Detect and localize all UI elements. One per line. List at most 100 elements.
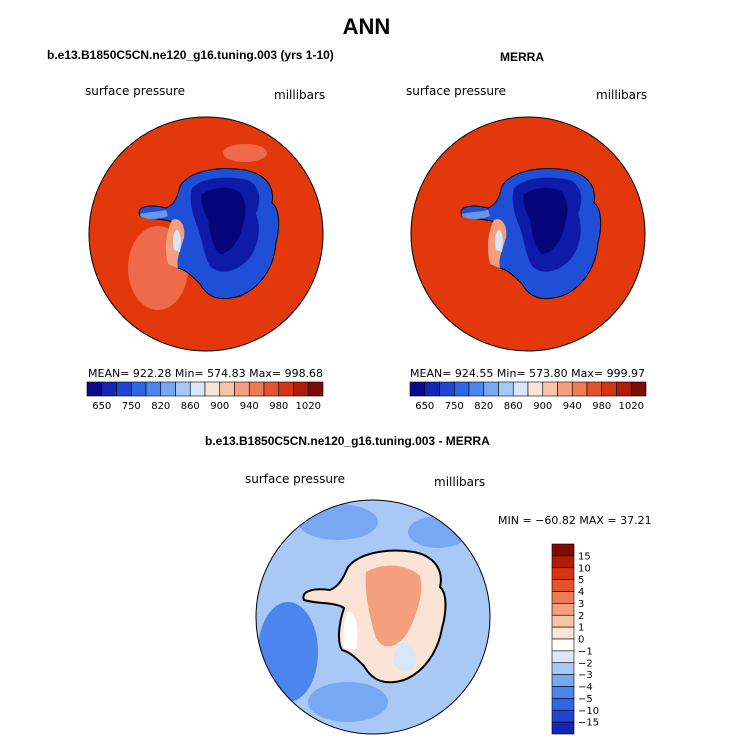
panel-3-title: b.e13.B1850C5CN.ne120_g16.tuning.003 - M… — [205, 434, 490, 448]
colorbar-swatch — [551, 650, 575, 664]
antarctica-field — [302, 549, 447, 684]
colorbar-swatch — [424, 381, 440, 397]
colorbar-tick-label: 1020 — [296, 401, 321, 412]
colorbar-tick-label: 940 — [563, 401, 582, 412]
colorbar-tick-label: −2 — [578, 658, 593, 669]
colorbar-tick-label: 900 — [210, 401, 229, 412]
colorbar-tick-label: −4 — [578, 682, 593, 693]
colorbar-tick-label: 1020 — [619, 401, 644, 412]
panel-3-variable-label: surface pressure — [245, 472, 345, 486]
panel-3-stats: MIN = −60.82 MAX = 37.21 — [498, 514, 652, 527]
antarctica-field — [138, 168, 280, 300]
colorbar-swatch — [551, 567, 575, 580]
colorbar-swatch — [234, 381, 250, 397]
panel-1-colorbar: 650 750 820 860 900 940 980 1020 — [86, 381, 324, 412]
colorbar-tick-label: 750 — [445, 401, 464, 412]
colorbar-tick-label: 4 — [578, 587, 584, 598]
colorbar-swatch — [551, 674, 575, 687]
colorbar-tick-label: 980 — [592, 401, 611, 412]
panel-2-colorbar: 650 750 820 860 900 940 980 1020 — [409, 381, 647, 412]
colorbar-swatch — [512, 381, 529, 397]
colorbar-swatch — [551, 614, 575, 628]
colorbar-swatch — [601, 381, 617, 397]
panel-2-stats: MEAN= 924.55 Min= 573.80 Max= 999.97 — [410, 367, 646, 380]
field-anomaly-ne — [223, 144, 267, 162]
colorbar-swatch — [586, 381, 603, 397]
colorbar-tick-label: 15 — [578, 551, 591, 562]
colorbar-swatch — [557, 381, 573, 397]
colorbar-swatch — [453, 381, 470, 397]
colorbar-tick-label: 5 — [578, 575, 584, 586]
colorbar-tick-label: 750 — [122, 401, 141, 412]
colorbar-tick-label: 0 — [578, 635, 584, 646]
colorbar-swatch — [101, 381, 117, 397]
colorbar-swatch — [204, 381, 221, 397]
colorbar-swatch — [498, 381, 514, 397]
colorbar-swatch — [219, 381, 235, 397]
map-border — [410, 116, 646, 352]
colorbar-swatch — [571, 381, 588, 397]
panel-2-map — [410, 116, 646, 352]
field-anomaly-s — [308, 682, 388, 722]
panel-3-units-label: millibars — [434, 475, 486, 489]
colorbar-swatch — [293, 381, 309, 397]
panel-3-map — [255, 499, 491, 735]
colorbar-swatch — [439, 381, 455, 397]
colorbar-swatch — [551, 662, 575, 675]
colorbar-swatch — [116, 381, 132, 397]
colorbar-tick-label: −3 — [578, 670, 593, 681]
colorbar-swatch — [551, 555, 575, 569]
panel-2-variable-label: surface pressure — [406, 84, 506, 98]
colorbar-tick-label: 650 — [92, 401, 111, 412]
field-anomaly-ne — [408, 516, 468, 548]
colorbar-swatch — [551, 626, 575, 640]
colorbar-swatch — [551, 603, 575, 616]
panel-1-variable-label: surface pressure — [85, 84, 185, 98]
colorbar-swatch — [616, 381, 632, 397]
colorbar-tick-label: 860 — [181, 401, 200, 412]
panel-1-stats: MEAN= 922.28 Min= 574.83 Max= 998.68 — [88, 367, 324, 380]
colorbar-swatch — [409, 381, 426, 397]
colorbar-tick-label: 3 — [578, 599, 584, 610]
colorbar-swatch — [542, 381, 558, 397]
panel-1-map — [88, 116, 324, 352]
colorbar-swatch — [630, 381, 647, 397]
colorbar-tick-label: 650 — [415, 401, 434, 412]
colorbar-swatch — [551, 709, 575, 723]
colorbar-swatch — [551, 698, 575, 711]
colorbar-swatch — [145, 381, 162, 397]
colorbar-swatch — [263, 381, 280, 397]
antarctica-field — [460, 168, 602, 300]
colorbar-swatch — [527, 381, 544, 397]
map-border — [255, 499, 491, 735]
colorbar-tick-label: 820 — [474, 401, 493, 412]
colorbar-tick-label: 820 — [151, 401, 170, 412]
field-anomaly-w — [258, 602, 318, 702]
panel-1-title: b.e13.B1850C5CN.ne120_g16.tuning.003 (yr… — [47, 48, 334, 62]
colorbar-tick-label: −5 — [578, 694, 593, 705]
colorbar-swatch — [551, 638, 575, 652]
map-border — [88, 116, 324, 352]
page-title: ANN — [342, 14, 391, 39]
colorbar-tick-label: −15 — [578, 718, 599, 729]
colorbar-tick-label: −10 — [578, 706, 599, 717]
colorbar-swatch — [551, 721, 575, 735]
colorbar-swatch — [189, 381, 206, 397]
colorbar-swatch — [483, 381, 499, 397]
colorbar-tick-label: 10 — [578, 563, 591, 574]
colorbar-swatch — [551, 686, 575, 699]
colorbar-tick-label: 940 — [240, 401, 259, 412]
panel-2-title: MERRA — [500, 50, 544, 64]
colorbar-tick-label: 980 — [269, 401, 288, 412]
colorbar-tick-label: 1 — [578, 623, 584, 634]
colorbar-swatch — [468, 381, 485, 397]
colorbar-tick-label: 2 — [578, 611, 584, 622]
colorbar-tick-label: 900 — [533, 401, 552, 412]
colorbar-swatch — [130, 381, 147, 397]
colorbar-swatch — [307, 381, 324, 397]
colorbar-swatch — [551, 591, 575, 604]
field-anomaly-n — [298, 504, 378, 540]
colorbar-swatch — [160, 381, 176, 397]
colorbar-swatch — [248, 381, 265, 397]
